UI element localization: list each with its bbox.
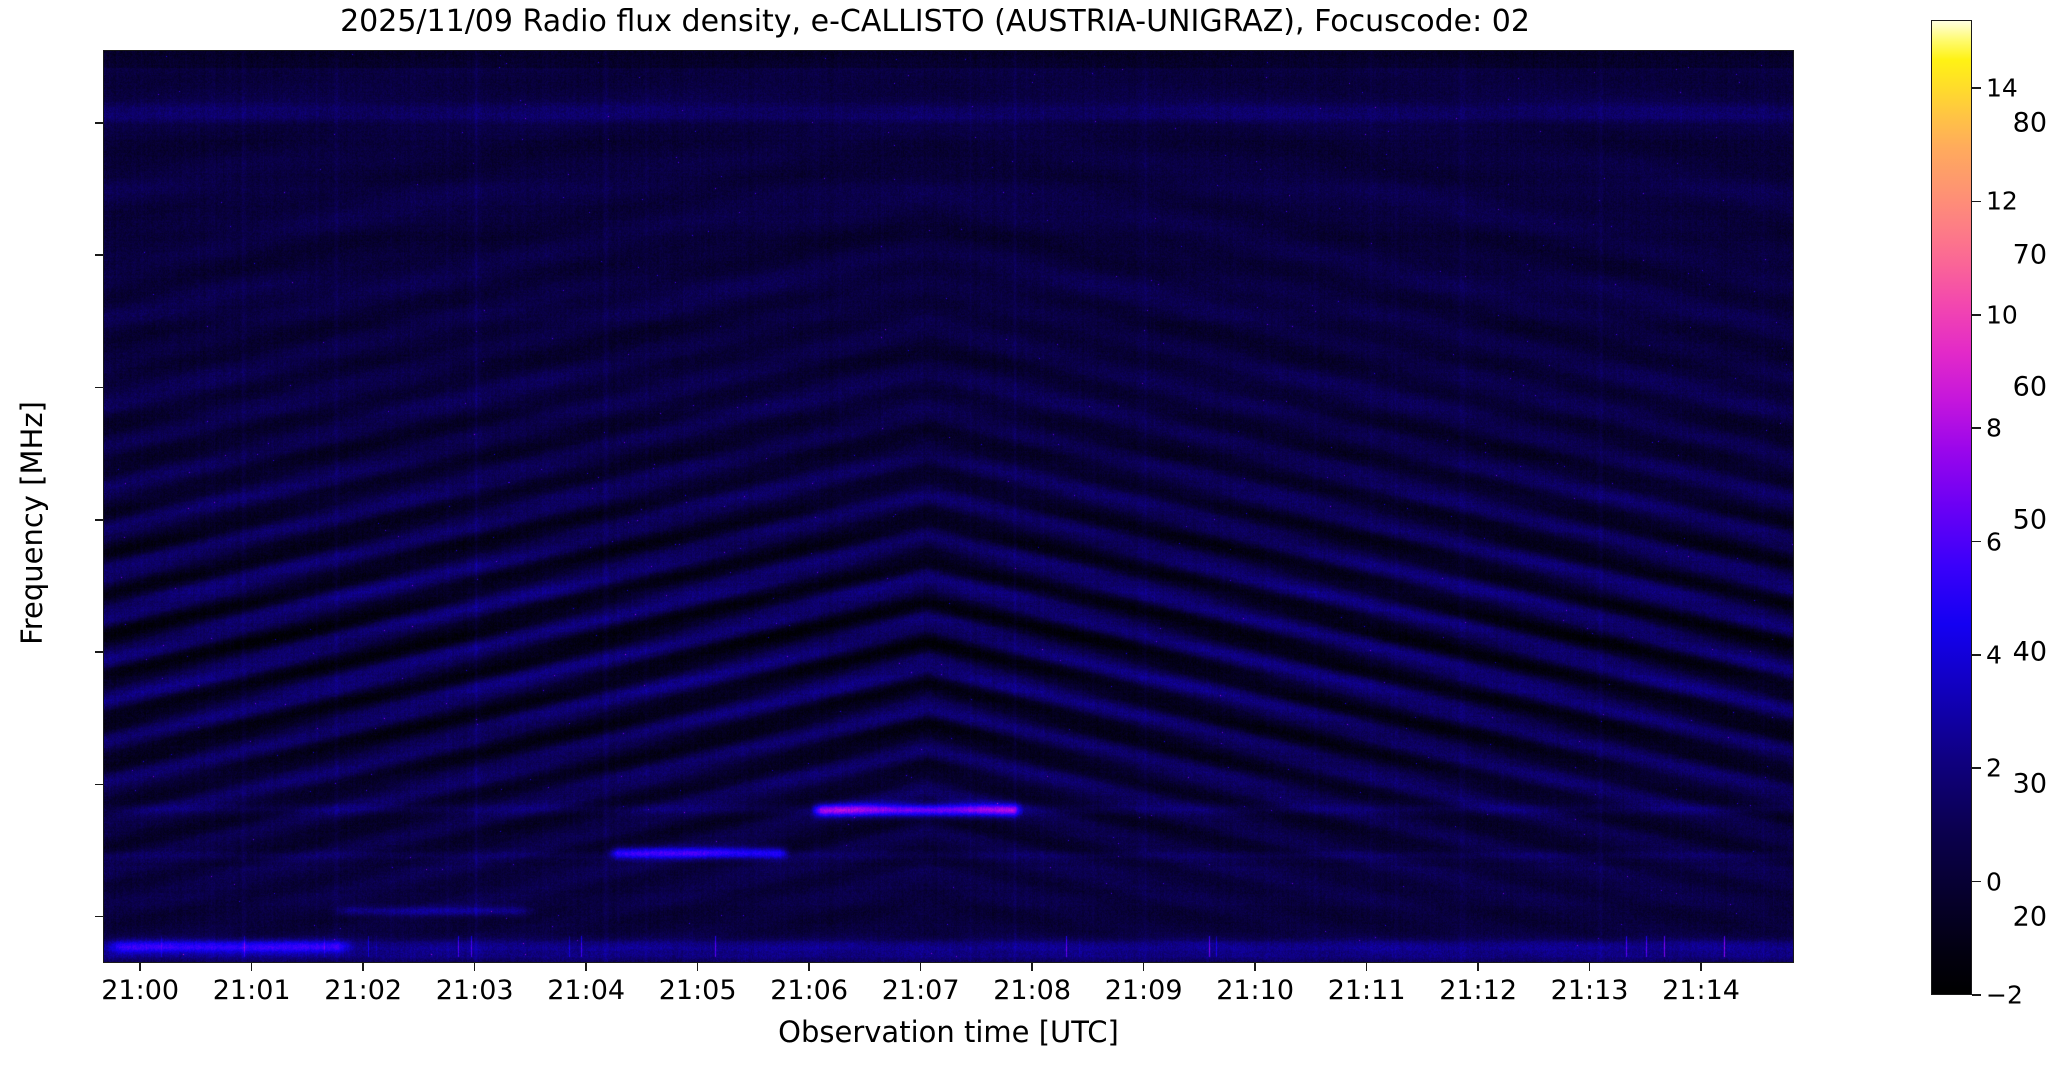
x-tick-mark — [473, 963, 476, 971]
x-tick-label: 21:09 — [1104, 975, 1183, 1006]
x-tick-mark — [1700, 963, 1702, 971]
colorbar-tick-mark — [1972, 880, 1981, 883]
colorbar-tick-label: 4 — [1986, 640, 2002, 670]
x-tick-mark — [139, 963, 141, 971]
x-tick-mark — [919, 963, 922, 971]
y-tick-label: 50 — [2012, 504, 2047, 536]
colorbar — [1931, 20, 1972, 995]
x-tick-mark — [362, 963, 364, 971]
x-tick-mark — [696, 963, 699, 971]
x-tick-mark — [1254, 963, 1256, 971]
y-tick-label: 80 — [2012, 107, 2047, 139]
colorbar-tick-mark — [1972, 87, 1981, 89]
x-tick-label: 21:02 — [324, 975, 403, 1006]
x-tick-mark — [1031, 963, 1033, 971]
y-tick-mark — [95, 783, 103, 786]
colorbar-tick-label: 6 — [1986, 527, 2002, 556]
x-tick-label: 21:03 — [435, 975, 514, 1006]
x-tick-label: 21:10 — [1216, 975, 1295, 1006]
x-tick-label: 21:05 — [658, 975, 737, 1006]
spectrogram-plot — [103, 50, 1794, 963]
colorbar-tick-mark — [1972, 540, 1981, 543]
x-tick-mark — [1365, 963, 1368, 971]
y-tick-label: 20 — [2012, 901, 2047, 933]
x-tick-mark — [1588, 963, 1591, 971]
x-tick-mark — [808, 963, 810, 971]
colorbar-tick-label: 8 — [1986, 413, 2002, 443]
x-tick-label: 21:00 — [101, 975, 180, 1006]
x-tick-label: 21:01 — [212, 975, 291, 1006]
x-tick-mark — [250, 963, 253, 971]
x-tick-label: 21:11 — [1327, 975, 1406, 1006]
y-tick-mark — [95, 518, 103, 521]
colorbar-tick-label: 12 — [1986, 186, 2018, 216]
spectrogram-canvas — [104, 51, 1793, 962]
page-title: 2025/11/09 Radio flux density, e-CALLIST… — [340, 4, 1530, 39]
y-tick-mark — [95, 386, 103, 389]
colorbar-tick-mark — [1972, 427, 1981, 429]
x-tick-mark — [585, 963, 587, 971]
y-tick-mark — [95, 651, 103, 653]
x-tick-label: 21:04 — [547, 975, 626, 1006]
x-tick-label: 21:13 — [1550, 975, 1629, 1006]
colorbar-tick-mark — [1972, 767, 1981, 770]
colorbar-tick-label: 10 — [1986, 300, 2018, 330]
colorbar-tick-label: 2 — [1986, 753, 2002, 783]
colorbar-tick-label: 0 — [1986, 867, 2002, 897]
y-tick-label: 40 — [2012, 636, 2047, 668]
x-tick-label: 21:08 — [993, 975, 1072, 1006]
colorbar-tick-mark — [1972, 654, 1981, 656]
colorbar-tick-label: 14 — [1986, 73, 2018, 103]
colorbar-tick-mark — [1972, 313, 1981, 316]
x-tick-label: 21:07 — [881, 975, 960, 1006]
y-tick-label: 70 — [2012, 239, 2047, 271]
y-tick-label: 60 — [2012, 371, 2047, 403]
x-tick-mark — [1477, 963, 1479, 971]
colorbar-tick-label: −2 — [1986, 980, 2023, 1010]
x-tick-mark — [1142, 963, 1145, 971]
y-tick-mark — [95, 915, 103, 918]
x-tick-label: 21:12 — [1439, 975, 1517, 1006]
x-tick-label: 21:06 — [770, 975, 849, 1006]
y-tick-label: 30 — [2012, 768, 2047, 800]
colorbar-tick-mark — [1972, 200, 1981, 203]
y-tick-mark — [95, 121, 103, 124]
x-tick-label: 21:14 — [1662, 975, 1740, 1006]
y-axis-title: Frequency [MHz] — [15, 401, 49, 645]
x-axis-title: Observation time [UTC] — [778, 1015, 1119, 1049]
y-tick-mark — [95, 254, 103, 256]
colorbar-tick-mark — [1972, 994, 1981, 996]
